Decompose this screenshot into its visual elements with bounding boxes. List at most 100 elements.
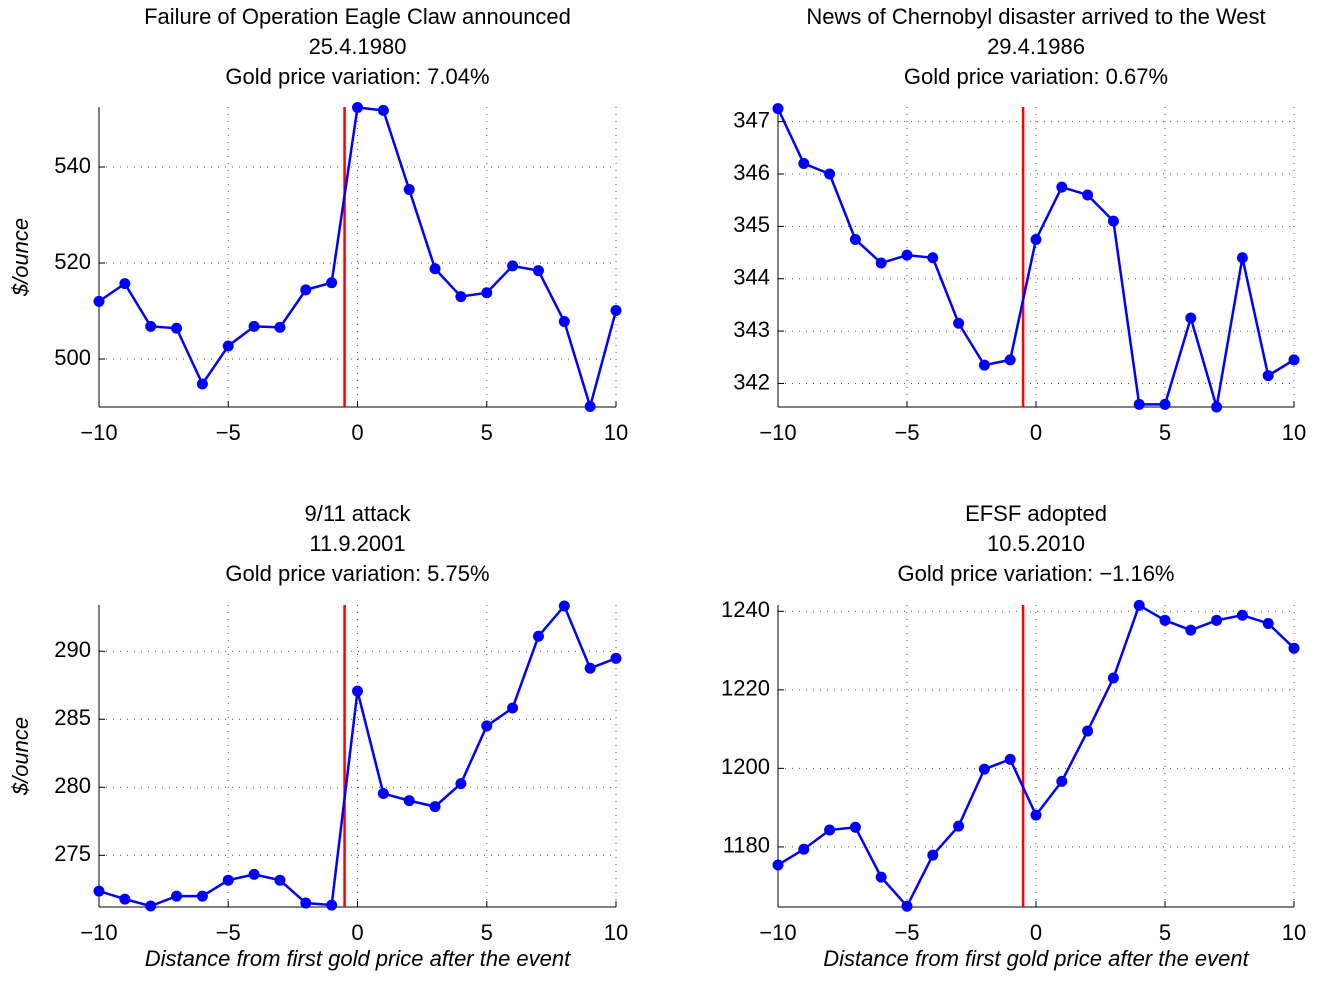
price-point	[1236, 609, 1248, 621]
y-tick-label: 1240	[721, 597, 770, 622]
panel-title: Failure of Operation Eagle Claw announce…	[144, 4, 571, 29]
y-tick-label: 540	[54, 153, 91, 178]
price-point	[1082, 725, 1094, 737]
price-point	[222, 874, 234, 886]
price-point	[610, 652, 622, 664]
price-point	[222, 340, 234, 352]
price-point	[455, 778, 467, 790]
price-point	[196, 890, 208, 902]
y-tick-label: 342	[733, 369, 770, 394]
price-point	[1159, 398, 1171, 410]
y-tick-label: 285	[54, 705, 91, 730]
price-point	[352, 685, 363, 697]
x-tick-label: −5	[216, 920, 241, 945]
y-tick-label: 1200	[721, 754, 770, 779]
x-tick-label: 10	[604, 420, 628, 445]
price-point	[610, 305, 622, 317]
panel-title: 29.4.1986	[987, 34, 1085, 59]
price-point	[1030, 809, 1042, 821]
price-point	[953, 820, 965, 832]
price-point	[849, 233, 861, 245]
price-point	[558, 316, 570, 328]
price-point	[1107, 672, 1119, 684]
panel-title: 25.4.1980	[309, 34, 407, 59]
price-point	[93, 295, 105, 307]
price-point	[927, 849, 939, 861]
y-tick-label: 343	[733, 317, 770, 342]
price-point	[798, 158, 810, 170]
price-point	[145, 320, 157, 332]
x-tick-label: 10	[604, 920, 628, 945]
x-tick-label: −5	[894, 920, 919, 945]
y-tick-label: 290	[54, 637, 91, 662]
price-point	[196, 378, 208, 390]
panel-title: 9/11 attack	[305, 501, 412, 526]
price-point	[772, 103, 784, 115]
price-point	[1288, 354, 1300, 366]
y-tick-label: 275	[54, 841, 91, 866]
price-point	[377, 788, 389, 800]
price-point	[978, 763, 990, 775]
y-tick-label: 1220	[721, 676, 770, 701]
price-point	[248, 868, 260, 880]
price-point	[532, 265, 544, 277]
x-tick-label: 10	[1282, 920, 1306, 945]
panel-title: 10.5.2010	[987, 531, 1085, 556]
panel-title: EFSF adopted	[965, 501, 1107, 526]
price-point	[1056, 181, 1068, 193]
price-point	[875, 257, 887, 269]
panel-title: Gold price variation: 5.75%	[225, 561, 489, 586]
price-line	[98, 106, 618, 412]
price-point	[403, 184, 415, 196]
price-point	[901, 900, 913, 912]
price-point	[978, 359, 990, 371]
price-point	[274, 321, 286, 333]
price-point	[507, 260, 519, 272]
y-tick-label: 344	[733, 265, 770, 290]
x-tick-label: 5	[1159, 920, 1171, 945]
price-point	[429, 801, 441, 813]
price-point	[429, 263, 441, 275]
price-point	[352, 101, 363, 113]
price-point	[248, 320, 260, 332]
price-point	[145, 900, 157, 912]
x-axis-label: Distance from first gold price after the…	[145, 946, 571, 971]
price-point	[875, 871, 887, 883]
x-tick-label: 10	[1282, 420, 1306, 445]
price-point	[1133, 599, 1145, 611]
price-point	[403, 795, 415, 807]
y-axis-label: $/ounce	[8, 717, 33, 796]
price-point	[1082, 189, 1094, 201]
x-tick-label: −5	[216, 420, 241, 445]
price-point	[1185, 624, 1197, 636]
price-point	[798, 843, 810, 855]
price-line	[776, 108, 1295, 408]
price-point	[1211, 401, 1223, 413]
price-point	[481, 287, 493, 299]
y-tick-label: 520	[54, 249, 91, 274]
x-axis-label: Distance from first gold price after the…	[823, 946, 1249, 971]
x-tick-label: −10	[759, 420, 796, 445]
price-point	[1288, 642, 1300, 654]
price-point	[326, 899, 338, 911]
x-tick-label: 5	[481, 920, 493, 945]
price-point	[824, 168, 836, 180]
x-tick-label: 5	[481, 420, 493, 445]
price-point	[455, 291, 467, 303]
x-tick-label: −10	[80, 420, 117, 445]
y-tick-label: 346	[733, 160, 770, 185]
price-point	[1030, 233, 1042, 245]
x-tick-label: 0	[351, 420, 363, 445]
price-point	[1004, 753, 1016, 765]
price-point	[377, 104, 389, 116]
price-point	[1185, 312, 1197, 324]
panel-title: Gold price variation: −1.16%	[898, 561, 1175, 586]
price-point	[558, 600, 570, 612]
y-tick-label: 345	[733, 212, 770, 237]
price-point	[119, 893, 131, 905]
y-tick-label: 280	[54, 773, 91, 798]
price-point	[481, 720, 493, 732]
panel-title: Gold price variation: 0.67%	[904, 64, 1168, 89]
y-axis-label: $/ounce	[8, 218, 33, 297]
